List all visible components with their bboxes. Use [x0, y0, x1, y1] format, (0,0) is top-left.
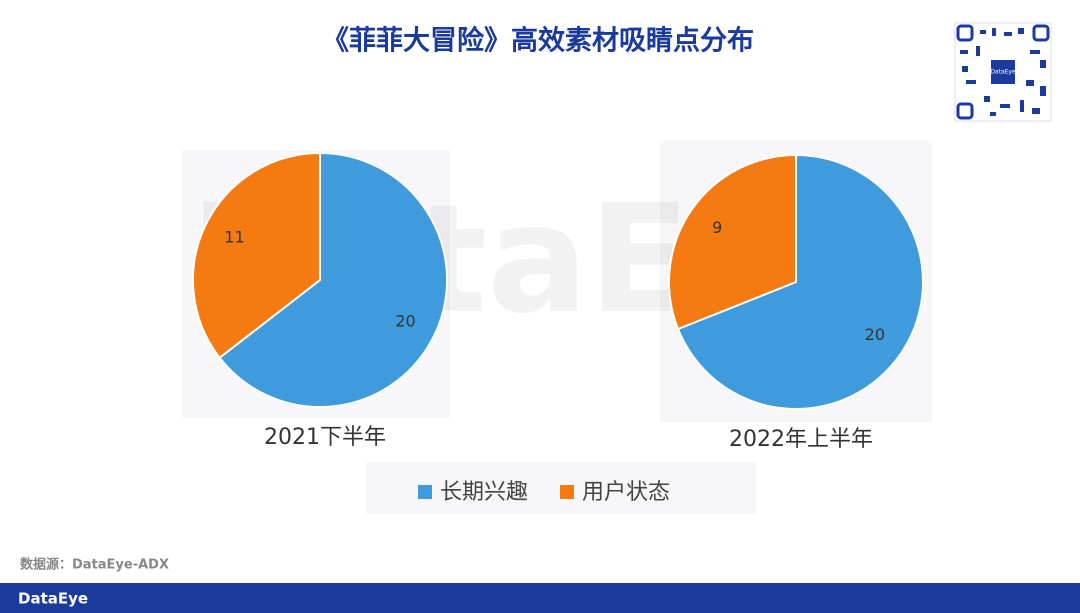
- qr-logo: [991, 60, 1015, 84]
- data-label: 20: [395, 311, 415, 330]
- slide-title: 《菲菲大冒险》高效素材吸睛点分布: [322, 25, 754, 57]
- chart-title: 2021下半年: [264, 425, 386, 450]
- legend-swatch: [560, 485, 574, 499]
- data-label: 20: [865, 325, 885, 344]
- pie-slice: [668, 153, 797, 331]
- data-label: 9: [712, 218, 722, 237]
- qr-logo-text: DataEye: [990, 69, 1016, 76]
- charts: 20 11 2021下半年 20 9 2022年上半年: [192, 151, 924, 452]
- legend-label: 用户状态: [582, 480, 670, 505]
- legend-label: 长期兴趣: [440, 480, 528, 505]
- legend: 长期兴趣 用户状态: [418, 480, 670, 505]
- qr-corner: [956, 24, 974, 42]
- chart-title: 2022年上半年: [729, 427, 873, 452]
- footer-brand: DataEye: [18, 590, 88, 608]
- pie-slice: [192, 151, 321, 360]
- pie-slice: [676, 153, 924, 410]
- data-label: 11: [224, 228, 244, 247]
- qr-corner: [956, 102, 974, 120]
- legend-swatch: [418, 485, 432, 499]
- pie-slice: [218, 151, 448, 408]
- qr-corner: [1032, 24, 1050, 42]
- qr-code: DataEye: [954, 22, 1052, 122]
- source-note: 数据源：DataEye-ADX: [20, 557, 169, 573]
- footer-bar: [0, 583, 1080, 613]
